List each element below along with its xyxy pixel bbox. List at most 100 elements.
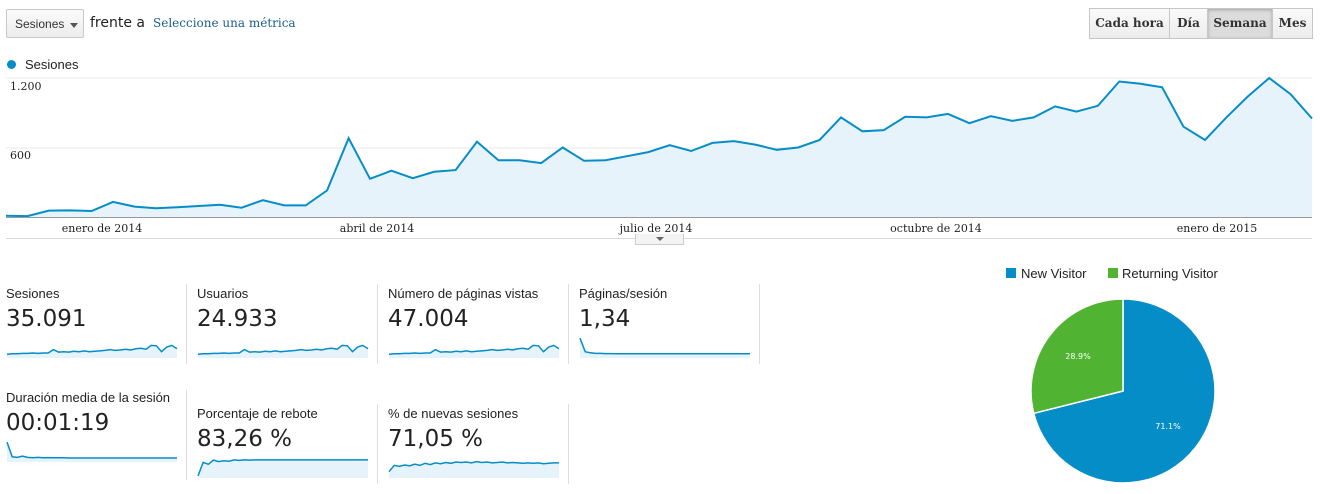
- sparkline-line: [197, 459, 368, 477]
- data-point: [68, 208, 72, 212]
- sparkline-line: [6, 441, 177, 459]
- data-point: [882, 128, 886, 132]
- data-point: [1096, 104, 1100, 108]
- sparkline-fill: [198, 459, 368, 478]
- data-point: [261, 198, 265, 202]
- data-point: [1246, 95, 1250, 99]
- y-tick-600: 600: [10, 149, 31, 162]
- legend-swatch-new-visitor: [1006, 268, 1016, 278]
- data-point: [518, 158, 522, 162]
- data-point: [389, 169, 393, 173]
- x-label-jan-2015: enero de 2015: [1177, 222, 1258, 235]
- data-point: [411, 176, 415, 180]
- series-area-fill: [6, 78, 1312, 217]
- series-line: [6, 76, 1313, 218]
- x-label-oct-2014: octubre de 2014: [890, 222, 982, 235]
- data-point: [1182, 125, 1186, 129]
- collapse-chart-toggle[interactable]: [635, 234, 684, 245]
- scorecard-value: 00:01:19: [6, 410, 110, 436]
- x-label-apr-2014: abril de 2014: [340, 222, 414, 235]
- series-legend-label: Sesiones: [25, 57, 79, 72]
- sparkline: [579, 337, 750, 358]
- data-point: [347, 136, 351, 140]
- scorecard-bounce-rate[interactable]: Porcentaje de rebote 83,26 %: [197, 406, 369, 480]
- sparkline-line: [388, 460, 559, 473]
- granularity-hourly-button[interactable]: Cada hora: [1089, 8, 1170, 39]
- metric-select[interactable]: Sesiones: [6, 9, 84, 38]
- select-metric-link[interactable]: Seleccione una métrica: [153, 16, 296, 30]
- data-point: [432, 170, 436, 174]
- data-point: [1289, 92, 1293, 96]
- legend-swatch-returning-visitor: [1108, 268, 1118, 278]
- granularity-day-button[interactable]: Día: [1169, 8, 1208, 39]
- scorecard-sessions[interactable]: Sesiones 35.091: [6, 286, 178, 360]
- data-point: [154, 206, 158, 210]
- x-label-jan-2014: enero de 2014: [62, 222, 143, 235]
- sessions-area-chart: 1.200 600 enero de 2014 abril de 2014 ju…: [6, 76, 1314, 235]
- data-point: [625, 154, 629, 158]
- data-point: [796, 146, 800, 150]
- visitor-type-pie-chart: 71.1% 28.9%: [1030, 298, 1216, 484]
- data-point: [732, 139, 736, 143]
- chevron-down-icon: [70, 23, 78, 28]
- data-point: [989, 114, 993, 118]
- sparkline-fill: [580, 338, 750, 358]
- legend-returning-visitor: Returning Visitor: [1122, 266, 1218, 281]
- data-point: [218, 203, 222, 207]
- data-point: [197, 204, 201, 208]
- sparkline-fill: [389, 461, 559, 478]
- data-point: [839, 115, 843, 119]
- sparkline-fill: [7, 442, 177, 462]
- data-point: [90, 209, 94, 213]
- scorecard-pages-per-session[interactable]: Páginas/sesión 1,34: [579, 286, 751, 360]
- data-point: [604, 158, 608, 162]
- data-point: [946, 112, 950, 116]
- versus-label: frente a: [90, 15, 145, 31]
- caret-down-icon: [656, 237, 664, 241]
- data-point: [539, 161, 543, 165]
- pie-slice-new-visitor: [1032, 298, 1216, 484]
- sparkline: [388, 460, 559, 478]
- data-point: [1010, 119, 1014, 123]
- sparkline: [6, 344, 178, 358]
- sparkline: [197, 344, 369, 358]
- data-point: [133, 205, 137, 209]
- sparkline-line: [388, 344, 560, 355]
- data-point: [47, 209, 51, 213]
- scorecard-value: 83,26 %: [197, 426, 293, 452]
- scorecard-title: % de nuevas sesiones: [388, 406, 519, 421]
- data-point: [496, 158, 500, 162]
- data-point: [1310, 117, 1314, 121]
- sparkline: [197, 459, 368, 478]
- granularity-month-button[interactable]: Mes: [1272, 8, 1313, 39]
- scorecard-value: 71,05 %: [388, 426, 484, 452]
- data-point: [325, 188, 329, 192]
- scorecard-pageviews[interactable]: Número de páginas vistas 47.004: [388, 286, 560, 360]
- scorecard-value: 47.004: [388, 306, 469, 332]
- scorecard-new-sessions[interactable]: % de nuevas sesiones 71,05 %: [388, 406, 560, 480]
- scorecard-avg-session-duration[interactable]: Duración media de la sesión 00:01:19: [6, 390, 178, 464]
- data-point: [818, 138, 822, 142]
- scorecard-title: Páginas/sesión: [579, 286, 668, 301]
- data-point: [1117, 80, 1121, 84]
- scorecard-users[interactable]: Usuarios 24.933: [197, 286, 369, 360]
- data-point: [582, 159, 586, 163]
- sparkline: [388, 344, 560, 358]
- legend-new-visitor: New Visitor: [1021, 266, 1087, 281]
- data-point: [240, 206, 244, 210]
- data-point: [967, 121, 971, 125]
- data-point: [711, 141, 715, 145]
- scorecard-title: Usuarios: [197, 286, 249, 301]
- scorecard-value: 35.091: [6, 306, 87, 332]
- scorecard-title: Número de páginas vistas: [388, 286, 539, 301]
- divider: [186, 284, 187, 364]
- data-point: [368, 177, 372, 181]
- sparkline-line: [197, 344, 369, 355]
- granularity-week-button[interactable]: Semana: [1207, 8, 1273, 39]
- data-point: [1160, 85, 1164, 89]
- data-point: [860, 129, 864, 133]
- data-point: [1267, 76, 1271, 80]
- data-point: [689, 149, 693, 153]
- data-point: [1139, 82, 1143, 86]
- data-point: [1203, 138, 1207, 142]
